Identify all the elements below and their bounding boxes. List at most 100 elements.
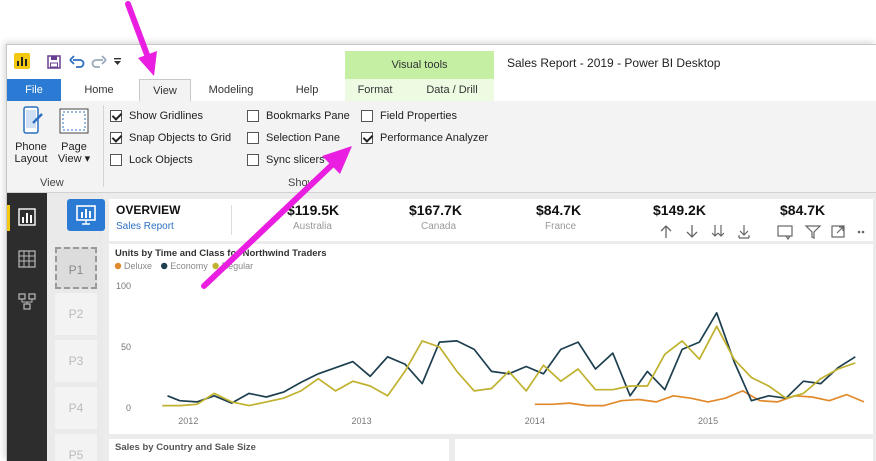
bottom-visual-2[interactable] xyxy=(455,439,873,461)
series-line-economy xyxy=(167,311,856,404)
page-view-button[interactable]: Page View ▾ xyxy=(57,105,91,165)
checkbox-unchecked[interactable] xyxy=(247,110,259,122)
contextual-tab-group: Visual tools xyxy=(345,51,494,79)
kpi-value: $119.5K xyxy=(287,202,340,218)
checkbox-unchecked[interactable] xyxy=(110,154,122,166)
phone-layout-label-1: Phone xyxy=(15,141,47,153)
legend-label: Economy xyxy=(170,261,208,271)
checkbox-unchecked[interactable] xyxy=(361,110,373,122)
checkbox-label: Field Properties xyxy=(380,110,458,122)
model-view-icon[interactable] xyxy=(17,291,37,311)
tab-modeling[interactable]: Modeling xyxy=(208,84,254,96)
checkbox-label: Snap Objects to Grid xyxy=(129,132,232,144)
overview-title: OVERVIEW xyxy=(116,203,181,217)
page-view-label-1: Page xyxy=(61,141,87,153)
legend-marker xyxy=(114,262,122,270)
show-group-label: Show xyxy=(288,177,316,189)
filter-icon[interactable] xyxy=(804,225,822,239)
x-tick-label: 2014 xyxy=(525,416,545,426)
kpi-label: Canada xyxy=(421,221,457,232)
save-icon[interactable] xyxy=(47,55,61,69)
y-tick-label: 100 xyxy=(116,281,131,291)
focus-mode-icon[interactable] xyxy=(777,225,793,241)
chart-plot: Deluxe Economy Regular 100 50 0 2012 2013 2014 20… xyxy=(114,261,865,426)
report-canvas: OVERVIEW Sales Report $119.5K Australia … xyxy=(67,193,876,461)
phone-layout-button[interactable]: Phone Layout xyxy=(13,105,49,165)
visual-tools-label: Visual tools xyxy=(391,59,448,71)
overview-logo xyxy=(67,199,105,231)
expand-next-level-icon[interactable] xyxy=(738,225,750,239)
series-line-regular xyxy=(162,325,856,407)
tab-view[interactable]: View xyxy=(139,79,191,102)
window-title: Sales Report - 2019 - Power BI Desktop xyxy=(507,56,721,70)
page-view-label-2: View ▾ xyxy=(57,153,91,165)
checkbox-label: Sync slicers xyxy=(266,154,325,166)
kpi-divider xyxy=(231,205,232,235)
app-window: Visual tools Sales Report - 2019 - Power… xyxy=(6,44,876,461)
pages-pane: P1 P2 P3 P4 P5 xyxy=(47,193,103,461)
phone-layout-icon xyxy=(23,106,43,134)
legend-marker xyxy=(212,262,219,270)
checkbox-checked[interactable] xyxy=(110,110,122,122)
drill-up-icon[interactable] xyxy=(660,225,672,238)
bottom-visual-title: Sales by Country and Sale Size xyxy=(115,442,256,453)
contextual-tabs-background xyxy=(345,79,494,101)
checkbox-label: Bookmarks Pane xyxy=(266,110,350,122)
tab-help[interactable]: Help xyxy=(295,84,319,96)
kpi-label: France xyxy=(545,221,577,232)
overview-subtitle: Sales Report xyxy=(116,221,174,232)
checkbox-label: Selection Pane xyxy=(266,132,340,144)
page-thumbnail-p5[interactable]: P5 xyxy=(55,434,97,461)
tab-format[interactable]: Format xyxy=(357,84,393,96)
report-view-icon[interactable] xyxy=(17,207,37,227)
report-icon xyxy=(76,205,96,225)
tab-home[interactable]: Home xyxy=(84,84,114,96)
checkbox-label: Performance Analyzer xyxy=(380,132,489,144)
line-chart-visual[interactable]: Units by Time and Class for Northwind Tr… xyxy=(109,244,873,434)
bottom-visual[interactable]: Sales by Country and Sale Size xyxy=(109,439,449,461)
kpi-value: $84.7K xyxy=(780,202,826,218)
active-view-indicator xyxy=(7,205,10,231)
powerbi-logo-icon xyxy=(14,53,30,69)
x-tick-label: 2013 xyxy=(352,416,372,426)
kpi-label: Australia xyxy=(293,221,332,232)
page-view-icon xyxy=(59,108,89,134)
legend-label: Regular xyxy=(222,261,254,271)
legend-marker xyxy=(161,262,168,270)
expand-all-icon[interactable] xyxy=(711,225,725,237)
checkbox-label: Show Gridlines xyxy=(129,110,203,122)
y-tick-label: 50 xyxy=(121,342,131,352)
page-thumbnail-p2[interactable]: P2 xyxy=(55,293,97,335)
more-options-icon[interactable] xyxy=(831,225,845,238)
kpi-value: $149.2K xyxy=(653,202,706,218)
drill-down-icon[interactable] xyxy=(686,225,698,238)
redo-icon[interactable] xyxy=(91,54,107,68)
visual-header xyxy=(660,225,865,241)
series-line-deluxe xyxy=(534,390,865,407)
checkbox-unchecked[interactable] xyxy=(247,132,259,144)
group-separator xyxy=(103,105,104,187)
page-thumbnail-p4[interactable]: P4 xyxy=(55,387,97,429)
phone-layout-label-2: Layout xyxy=(14,153,48,165)
page-thumbnail-p3[interactable]: P3 xyxy=(55,340,97,382)
legend-label: Deluxe xyxy=(124,261,152,271)
kpi-value: $167.7K xyxy=(409,202,462,218)
x-tick-label: 2015 xyxy=(698,416,718,426)
ellipsis-icon[interactable] xyxy=(857,230,865,234)
title-bar: Visual tools Sales Report - 2019 - Power… xyxy=(7,45,876,79)
ribbon-view: Phone Layout Page View ▾ View Show Gridl… xyxy=(7,101,876,193)
view-group-label: View xyxy=(40,177,64,189)
ribbon-tabs: File Home View Modeling Help Format Data… xyxy=(7,79,876,102)
page-thumbnail-p1[interactable]: P1 xyxy=(55,247,97,289)
checkbox-checked[interactable] xyxy=(361,132,373,144)
tab-file[interactable]: File xyxy=(7,79,61,101)
y-tick-label: 0 xyxy=(126,403,131,413)
data-view-icon[interactable] xyxy=(17,249,37,269)
view-switcher-rail xyxy=(7,193,47,461)
checkbox-unchecked[interactable] xyxy=(247,154,259,166)
kpi-value: $84.7K xyxy=(536,202,582,218)
tab-data-drill[interactable]: Data / Drill xyxy=(426,84,478,96)
checkbox-checked[interactable] xyxy=(110,132,122,144)
undo-icon[interactable] xyxy=(69,54,85,68)
customize-qat-icon[interactable] xyxy=(113,58,122,67)
